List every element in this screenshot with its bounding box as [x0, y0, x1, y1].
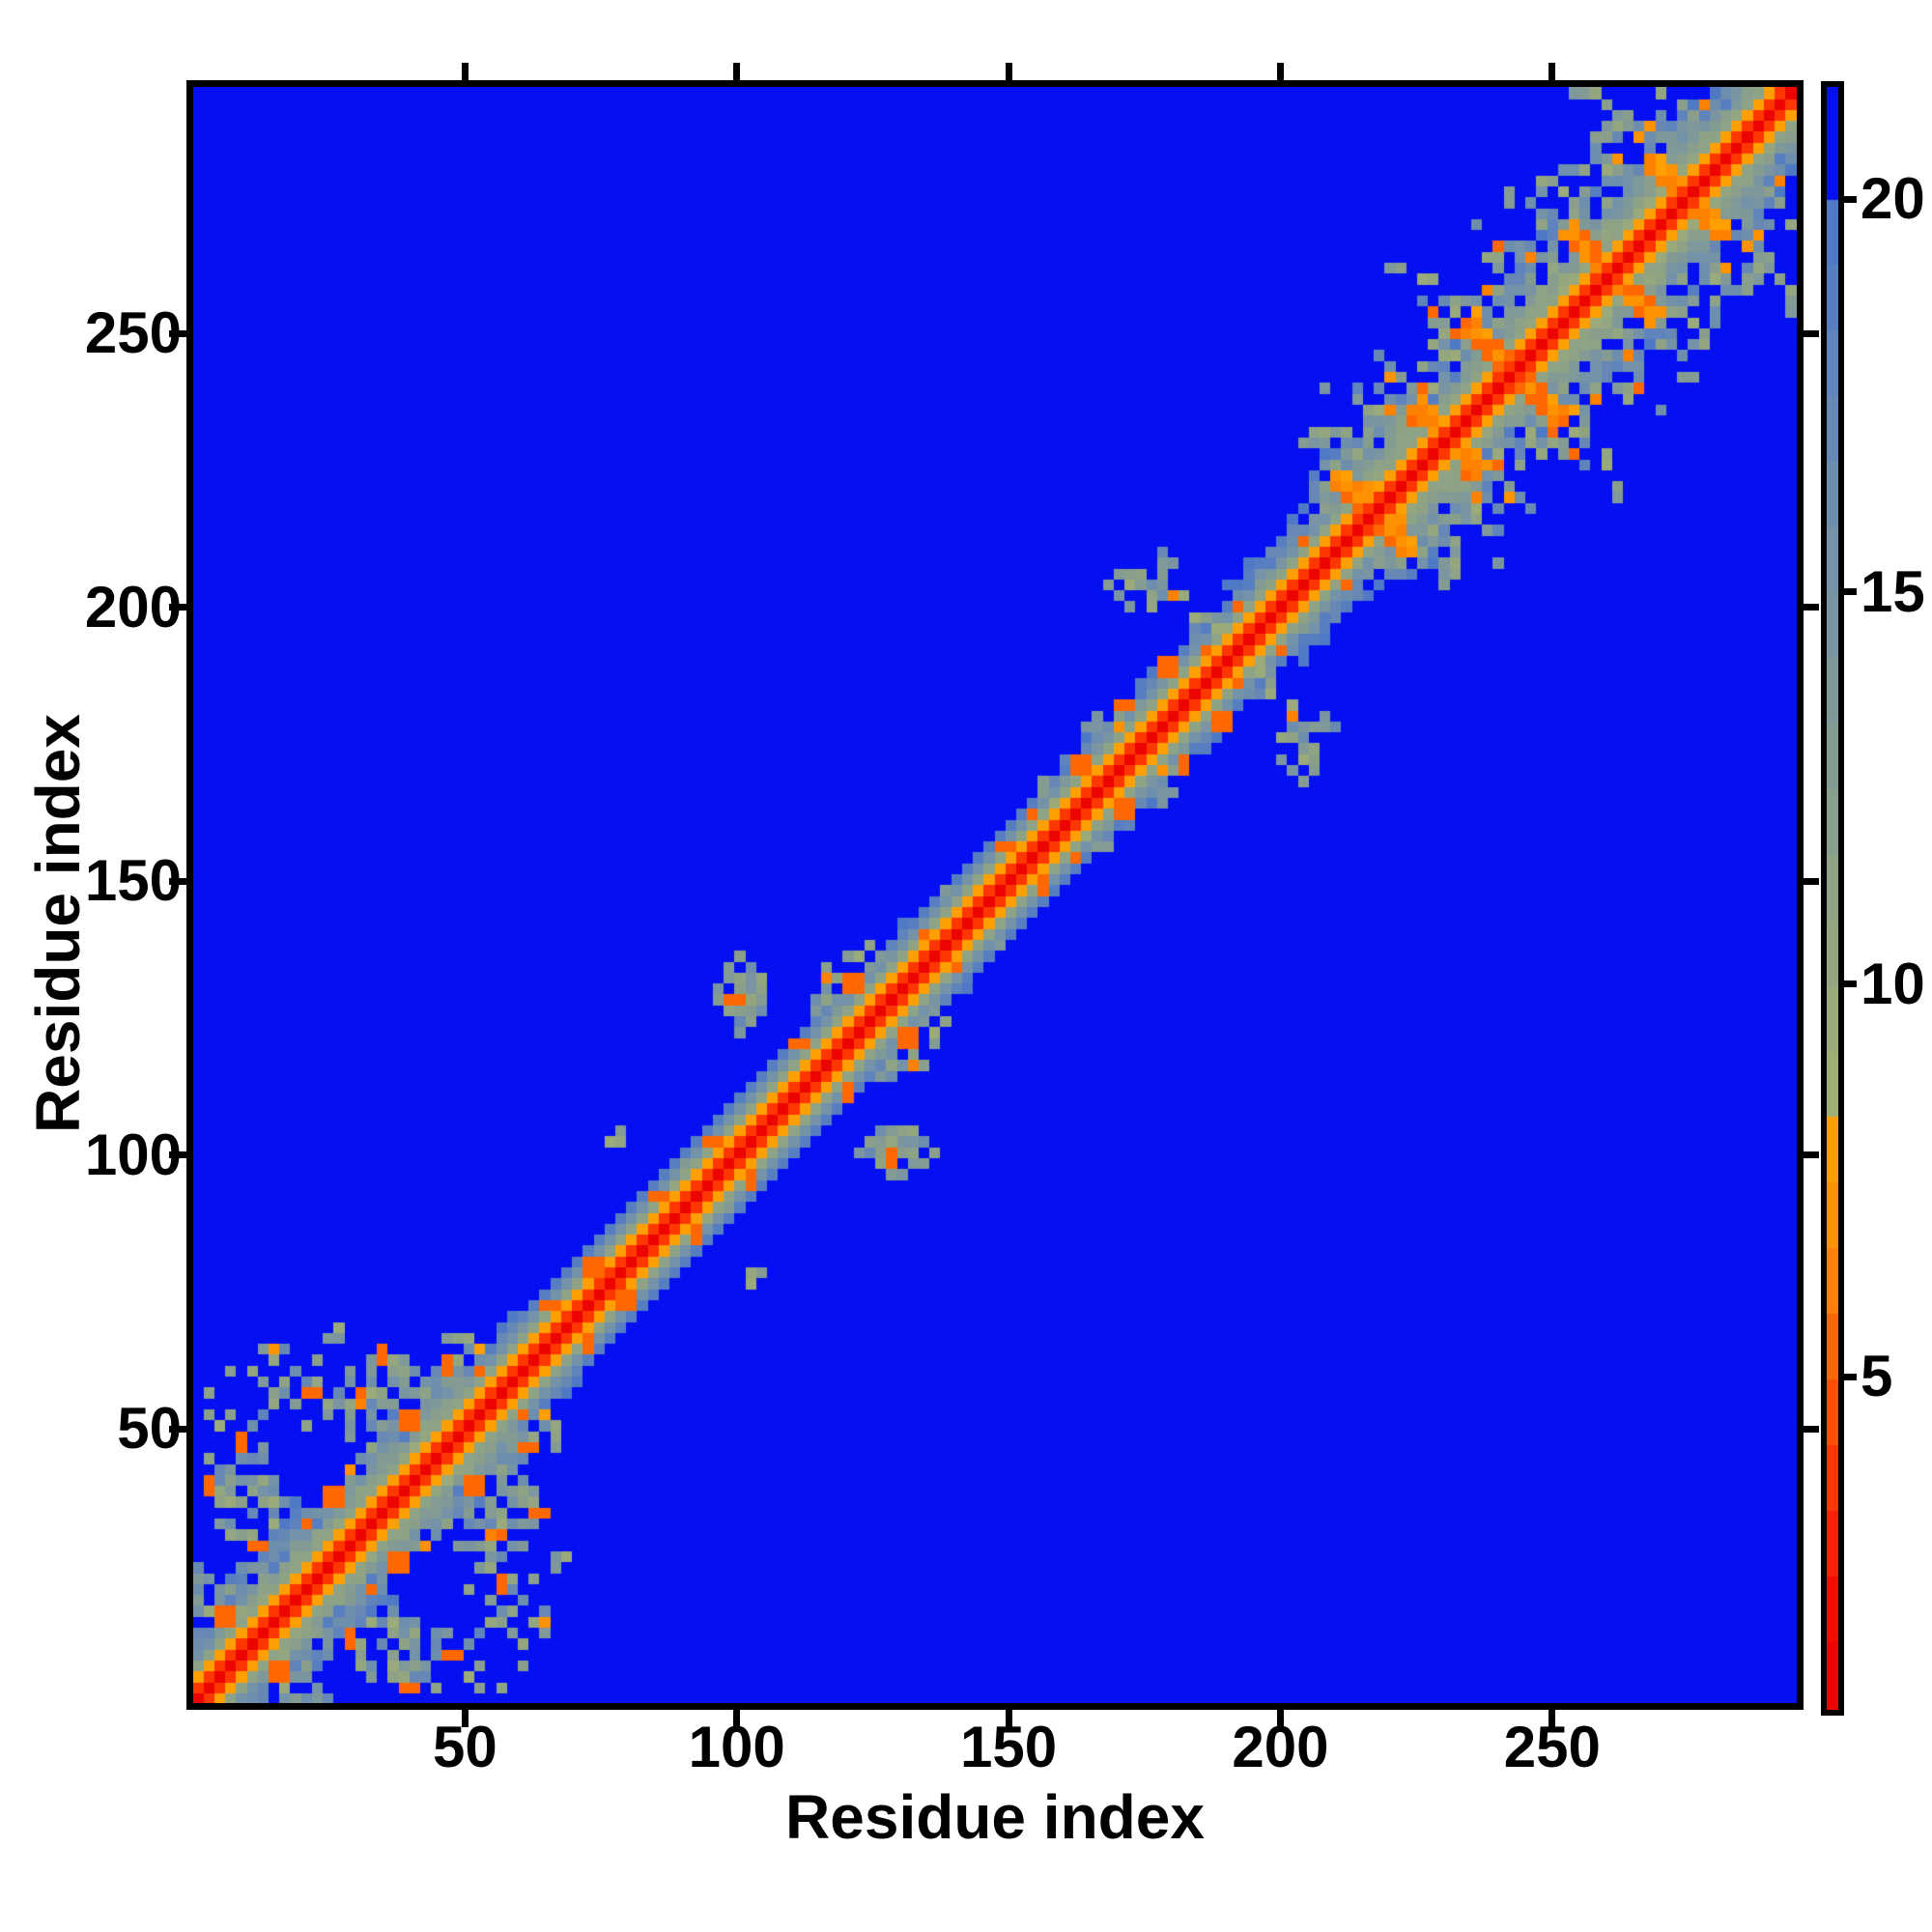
- y-tick-left: [169, 1151, 186, 1159]
- y-tick-left: [169, 877, 186, 885]
- x-tick-top: [1548, 63, 1556, 80]
- x-tick-label: 100: [688, 1715, 785, 1779]
- distance-map-heatmap: [193, 87, 1797, 1703]
- x-tick-top: [733, 63, 741, 80]
- y-tick-right: [1804, 329, 1819, 337]
- x-tick-top: [461, 63, 469, 80]
- x-tick-bottom: [1548, 1710, 1556, 1727]
- y-tick-label: 250: [84, 300, 182, 366]
- colorbar-tick-label: 5: [1861, 1344, 1893, 1409]
- colorbar-tick: [1844, 1373, 1857, 1380]
- colorbar-tick: [1844, 980, 1857, 988]
- y-tick-label: 200: [84, 574, 182, 639]
- y-tick-right: [1804, 604, 1819, 611]
- colorbar-tick: [1844, 195, 1857, 203]
- y-tick-left: [169, 1425, 186, 1433]
- colorbar-tick-label: 20: [1861, 166, 1925, 232]
- y-tick-label: 100: [84, 1122, 182, 1187]
- colorbar-frame: [1821, 81, 1844, 1716]
- y-axis-title: Residue index: [23, 714, 93, 1133]
- y-tick-right: [1804, 1425, 1819, 1433]
- y-tick-label: 50: [117, 1396, 182, 1462]
- x-tick-bottom: [733, 1710, 741, 1727]
- x-tick-top: [1005, 63, 1012, 80]
- x-tick-label: 150: [960, 1715, 1058, 1779]
- colorbar-tick-label: 10: [1861, 951, 1925, 1016]
- y-tick-label: 150: [84, 848, 182, 914]
- x-tick-label: 50: [432, 1715, 497, 1779]
- y-tick-right: [1804, 1151, 1819, 1159]
- x-tick-bottom: [1005, 1710, 1012, 1727]
- y-tick-left: [169, 604, 186, 611]
- x-tick-bottom: [461, 1710, 469, 1727]
- colorbar-tick: [1844, 588, 1857, 596]
- x-tick-bottom: [1276, 1710, 1284, 1727]
- colorbar-tick-label: 15: [1861, 558, 1925, 624]
- x-axis-title: Residue index: [785, 1782, 1205, 1852]
- x-tick-label: 250: [1503, 1715, 1601, 1779]
- colorbar-gradient: [1827, 87, 1838, 1710]
- x-tick-top: [1276, 63, 1284, 80]
- x-tick-label: 200: [1232, 1715, 1329, 1779]
- y-tick-right: [1804, 877, 1819, 885]
- y-tick-left: [169, 329, 186, 337]
